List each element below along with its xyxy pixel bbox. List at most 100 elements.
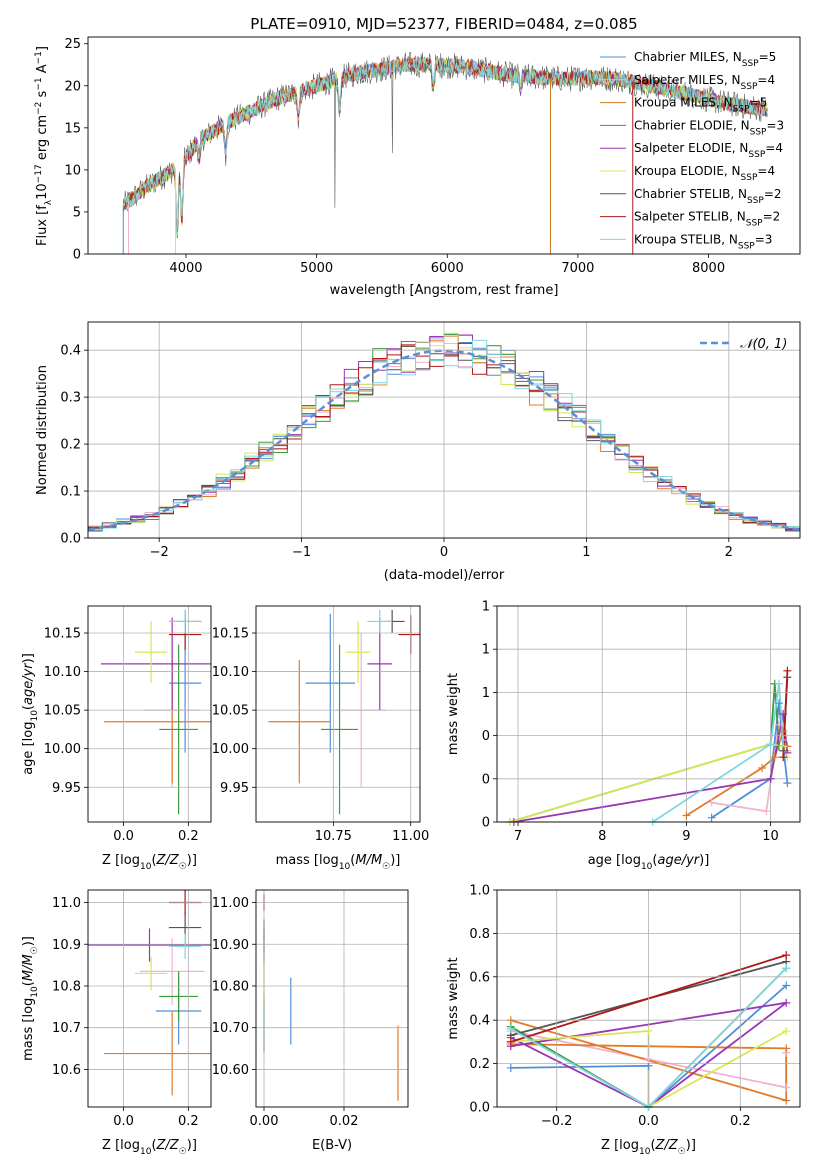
x-tick-label: −2 <box>150 545 169 560</box>
x-tick-label: 4000 <box>169 261 202 276</box>
y-axis-label: Normed distribution <box>35 365 50 495</box>
y-tick-label: 0 <box>73 248 81 263</box>
legend-entry: Kroupa MILES, NSSP=5 <box>634 96 767 115</box>
panel-residual-histogram: −2 −1 0 1 2 0.0 0.1 0.2 0.3 0.4 𝒩(0, 1) <box>60 321 801 560</box>
axes-frame <box>87 889 212 1108</box>
weight-marker <box>774 699 783 708</box>
y-tick-label: 10.9 <box>52 938 81 953</box>
y-tick-label: 0.0 <box>60 532 81 547</box>
x-tick-label: −1 <box>292 545 311 560</box>
axes-frame <box>87 321 801 539</box>
legend-entry: Chabrier MILES, NSSP=5 <box>634 50 776 69</box>
axes-frame <box>87 605 212 823</box>
weight-series-line <box>711 703 789 819</box>
legend-entry: Kroupa STELIB, NSSP=3 <box>634 232 772 251</box>
weight-marker <box>774 679 783 688</box>
data-point <box>367 609 393 633</box>
y-axis-label: age [log10(age/yr)] <box>21 653 40 775</box>
data-point <box>159 644 199 815</box>
axes-frame <box>255 605 421 823</box>
plot-area <box>509 670 789 822</box>
y-tick-label: 0.2 <box>469 1057 490 1072</box>
x-axis-label: (data-model)/error <box>384 568 505 583</box>
legend-entry: Chabrier STELIB, NSSP=2 <box>634 187 782 206</box>
y-tick-label: 5 <box>73 205 81 220</box>
y-tick-label: 0.1 <box>60 485 81 500</box>
weight-marker <box>782 964 791 973</box>
x-axis-label: E(B-V) <box>312 1138 352 1153</box>
weight-marker <box>766 740 775 749</box>
x-tick-label: −0.2 <box>541 1114 573 1129</box>
weight-marker <box>782 1083 791 1092</box>
x-tick-label: 0.0 <box>113 1114 134 1129</box>
y-tick-label: 15 <box>64 121 81 136</box>
y-tick-label: 9.95 <box>52 781 81 796</box>
weight-marker <box>707 813 716 822</box>
panel-mass-vs-EBV: 0.00 0.02 10.60 10.70 10.80 10.90 11.00 <box>212 889 409 1129</box>
data-point <box>168 933 202 959</box>
x-tick-label: 8 <box>598 829 606 844</box>
x-tick-label: 0 <box>440 545 448 560</box>
y-axis-label: mass [log10(M/M☉)] <box>21 936 40 1061</box>
panel-spectrum: 4000 5000 6000 7000 8000 0 5 10 15 20 25 Chabrier M… <box>64 36 801 276</box>
weight-marker <box>782 1044 791 1053</box>
data-point <box>88 928 211 962</box>
y-tick-label: 10 <box>64 163 81 178</box>
x-tick-label: 7 <box>514 829 522 844</box>
y-tick-label: 0.3 <box>60 391 81 406</box>
weight-marker <box>762 807 771 816</box>
y-tick-label: 0 <box>482 816 490 831</box>
weight-marker <box>766 774 775 783</box>
y-axis-label: mass weight <box>446 673 461 755</box>
x-tick-label: 5000 <box>300 261 333 276</box>
x-tick-label: 10 <box>762 829 779 844</box>
axes-frame <box>496 889 801 1108</box>
y-tick-label: 20 <box>64 79 81 94</box>
y-tick-label: 0.4 <box>469 1014 490 1029</box>
y-tick-label: 10.70 <box>212 1021 249 1036</box>
x-tick-label: 1 <box>582 545 590 560</box>
x-tick-label: 6000 <box>431 261 464 276</box>
x-axis-label: Z [log10(Z/Z☉)] <box>102 853 197 872</box>
weight-series-line <box>652 683 785 822</box>
weight-marker <box>707 798 716 807</box>
data-point <box>168 609 202 633</box>
y-tick-label: 0.8 <box>469 927 490 942</box>
data-point <box>345 621 371 684</box>
legend-entry: Salpeter MILES, NSSP=4 <box>634 73 775 92</box>
legend-entry: Chabrier ELODIE, NSSP=3 <box>634 118 784 137</box>
x-tick-label: 0.02 <box>330 1114 359 1129</box>
weight-marker <box>783 666 792 675</box>
y-tick-label: 10.10 <box>44 665 81 680</box>
x-tick-label: 0.2 <box>178 829 199 844</box>
y-tick-label: 11.0 <box>52 896 81 911</box>
weight-marker <box>644 1027 653 1036</box>
panel-mass-weight-vs-age: 7 8 9 10 0 0 0 1 1 1 <box>482 600 801 844</box>
weight-marker <box>644 1055 653 1064</box>
data-point <box>159 971 199 1022</box>
y-tick-label: 0 <box>482 772 490 787</box>
x-axis-label: Z [log10(Z/Z☉)] <box>102 1138 197 1157</box>
y-tick-label: 10.60 <box>212 1063 249 1078</box>
spectrum-legend: Chabrier MILES, NSSP=5 Salpeter MILES, NS… <box>600 50 784 251</box>
weight-marker <box>782 1027 791 1036</box>
x-tick-label: 2 <box>725 545 733 560</box>
weight-marker <box>783 779 792 788</box>
y-tick-label: 1 <box>482 600 490 615</box>
y-tick-label: 0.0 <box>469 1101 490 1116</box>
weight-marker <box>782 1096 791 1105</box>
y-axis-label: mass weight <box>446 957 461 1039</box>
y-tick-label: 25 <box>64 37 81 52</box>
data-point <box>320 644 359 815</box>
weight-marker <box>506 1024 515 1033</box>
y-tick-label: 10.10 <box>212 665 249 680</box>
weight-marker <box>779 727 788 736</box>
y-tick-label: 10.05 <box>212 704 249 719</box>
panel-mass-vs-Z: 0.0 0.2 10.6 10.7 10.8 10.9 11.0 <box>52 889 212 1129</box>
y-tick-label: 11.00 <box>212 896 249 911</box>
x-axis-label: Z [log10(Z/Z☉)] <box>601 1138 696 1157</box>
data-point <box>305 613 356 753</box>
x-tick-label: 0.0 <box>113 829 134 844</box>
x-tick-label: 11.00 <box>392 829 429 844</box>
y-tick-label: 10.7 <box>52 1021 81 1036</box>
